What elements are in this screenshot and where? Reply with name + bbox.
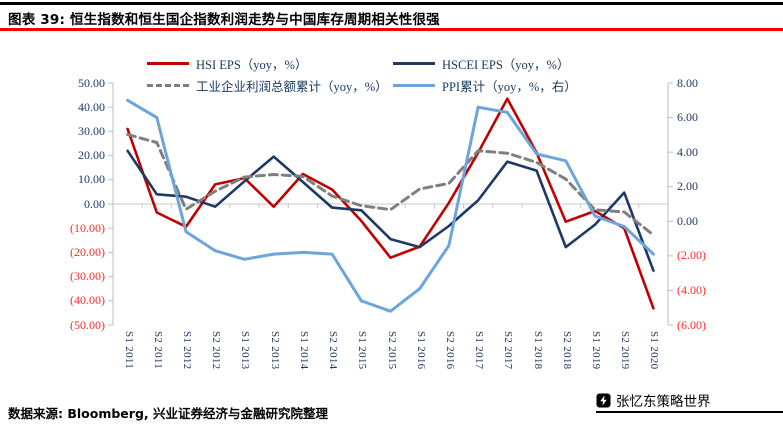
legend-swatch-hscei (393, 61, 435, 65)
series-line-industrial-profit (126, 133, 655, 237)
y-axis-label-right: (2.00) (677, 248, 706, 263)
brand-name: 张忆东策略世界 (616, 394, 711, 409)
legend-item-industrial-profit: 工业企业利润总额累计（yoy，%） (147, 77, 388, 94)
x-axis-label: S2 2019 (619, 331, 632, 370)
x-axis-label: S2 2011 (151, 331, 164, 370)
legend-item-hsi: HSI EPS（yoy，%） (147, 55, 308, 72)
y-axis-label-right: 2.00 (677, 179, 698, 194)
y-axis-label-right: 0.00 (677, 213, 698, 228)
x-axis-label: S1 2011 (122, 331, 135, 370)
x-axis-label: S1 2015 (356, 331, 369, 370)
data-source-note: 数据来源: Bloomberg, 兴业证券经济与金融研究院整理 (8, 406, 329, 421)
top-rule (0, 2, 783, 5)
x-axis-label: S2 2013 (268, 331, 281, 370)
x-axis-label: S2 2017 (502, 331, 515, 370)
legend-swatch-ppi (393, 83, 435, 87)
legend-item-ppi: PPI累计（yoy，%，右） (393, 77, 577, 94)
y-axis-label-right: 6.00 (677, 110, 698, 125)
brand-badge: 张忆东策略世界 (596, 390, 783, 410)
legend-swatch-industrial-profit (147, 83, 189, 87)
legend-item-hscei: HSCEI EPS（yoy，%） (393, 55, 570, 72)
y-axis-label-right: (6.00) (677, 317, 706, 332)
y-axis-label-right: (4.00) (677, 282, 706, 297)
y-axis-label-left: (10.00) (70, 220, 105, 235)
chart-title: 图表 39: 恒生指数和恒生国企指数利润走势与中国库存周期相关性很强 (8, 12, 440, 28)
title-accent-rule (0, 28, 783, 31)
legend-label-hsi: HSI EPS（yoy，%） (196, 57, 308, 72)
series-line-ppi (126, 98, 655, 313)
y-axis-label-left: (50.00) (70, 317, 105, 332)
legend-label-hscei: HSCEI EPS（yoy，%） (442, 57, 570, 72)
x-axis-label: S2 2018 (560, 331, 573, 370)
brand-logo-icon (596, 393, 611, 407)
x-axis-label: S2 2014 (327, 331, 340, 370)
x-axis-label: S1 2014 (297, 331, 310, 370)
y-axis-label-left: (20.00) (70, 244, 105, 259)
legend-label-industrial-profit: 工业企业利润总额累计（yoy，%） (196, 79, 388, 94)
legend-label-ppi: PPI累计（yoy，%，右） (442, 79, 577, 94)
x-axis-label: S1 2017 (473, 331, 486, 370)
x-axis-label: S2 2016 (443, 331, 456, 370)
series-line-hscei (126, 149, 655, 272)
y-axis-label-right: 4.00 (677, 144, 698, 159)
y-axis-label-left: 30.00 (78, 123, 105, 138)
y-axis-label-left: (40.00) (70, 293, 105, 308)
brand-underline (596, 411, 783, 413)
y-axis-label-left: 20.00 (78, 148, 105, 163)
y-axis-label-left: 10.00 (78, 172, 105, 187)
x-axis-label: S1 2019 (589, 331, 602, 370)
x-axis-label: S1 2013 (239, 331, 252, 370)
y-axis-label-left: 50.00 (78, 75, 105, 90)
y-axis-label-left: 40.00 (78, 99, 105, 114)
x-axis-label: S2 2015 (385, 331, 398, 370)
series-line-hsi (126, 97, 655, 310)
legend-swatch-hsi (147, 61, 189, 65)
y-axis-label-left: 0.00 (84, 196, 105, 211)
y-axis-label-right: 8.00 (677, 75, 698, 90)
x-axis-label: S1 2020 (648, 331, 661, 370)
x-axis-label: S1 2012 (181, 331, 194, 370)
x-axis-label: S2 2012 (210, 331, 223, 370)
x-axis-label: S1 2018 (531, 331, 544, 370)
x-axis-label: S1 2016 (414, 331, 427, 370)
y-axis-label-left: (30.00) (70, 269, 105, 284)
